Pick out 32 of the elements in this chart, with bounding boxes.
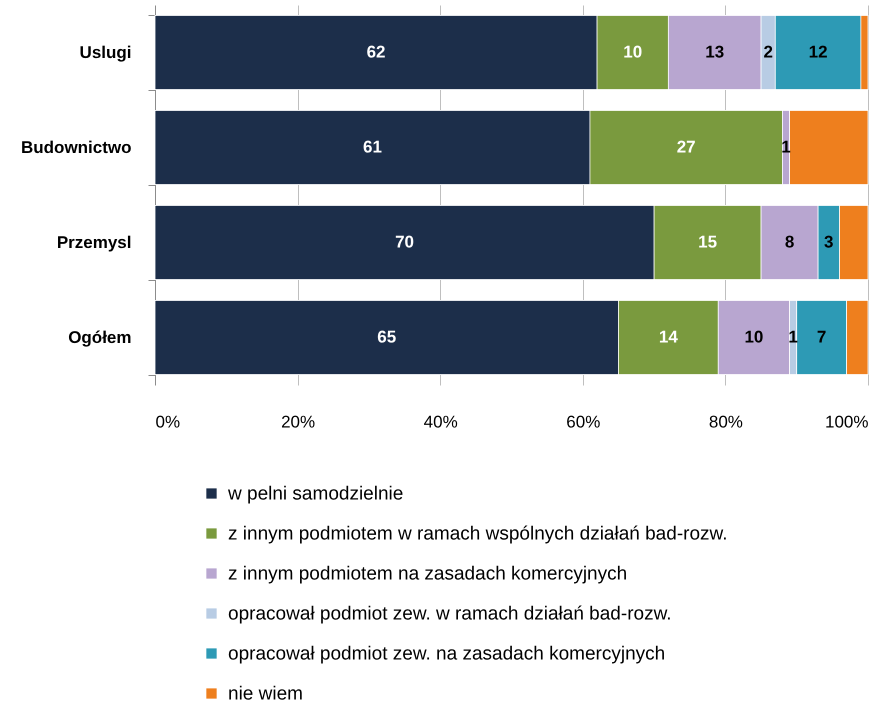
data-label: 7	[816, 328, 826, 346]
data-label: 27	[676, 138, 696, 156]
data-label: 70	[395, 232, 414, 252]
data-label: 12	[808, 42, 828, 62]
legend-label: z innym podmiotem w ramach wspólnych działań bad-rozw.	[228, 524, 728, 544]
legend-label: z innym podmiotem na zasadach komercyjnych	[228, 564, 628, 584]
legend-label: w pelni samodzielnie	[227, 484, 404, 504]
x-tick-label: 0%	[156, 412, 180, 432]
y-tick-label: Przemysl	[56, 233, 132, 252]
data-label: 14	[658, 328, 678, 346]
x-tick-label: 100%	[825, 412, 868, 432]
data-label: 13	[705, 42, 724, 62]
x-tick-label: 60%	[566, 412, 600, 432]
y-tick-label: Budownictwo	[21, 138, 132, 157]
data-label: 8	[784, 232, 794, 252]
data-label: 10	[744, 328, 764, 346]
x-tick-label: 20%	[281, 412, 316, 432]
legend-label: nie wiem	[228, 684, 303, 704]
legend-label: opracował podmiot zew. na zasadach komercyjnych	[228, 644, 666, 664]
data-label: 61	[363, 138, 382, 156]
data-label: 2	[763, 42, 773, 62]
x-tick-label: 80%	[708, 412, 743, 432]
y-tick-label: Ogółem	[68, 328, 132, 347]
data-label: 62	[366, 42, 386, 62]
data-label: 15	[698, 232, 718, 252]
data-label: 3	[824, 232, 834, 252]
y-tick-label: Uslugi	[80, 43, 132, 62]
data-label: 10	[623, 42, 642, 62]
data-label: 65	[377, 328, 396, 346]
x-tick-label: 40%	[424, 412, 458, 432]
data-label: 1	[788, 328, 798, 346]
legend-label: opracował podmiot zew. w ramach działań bad-rozw.	[228, 604, 672, 624]
